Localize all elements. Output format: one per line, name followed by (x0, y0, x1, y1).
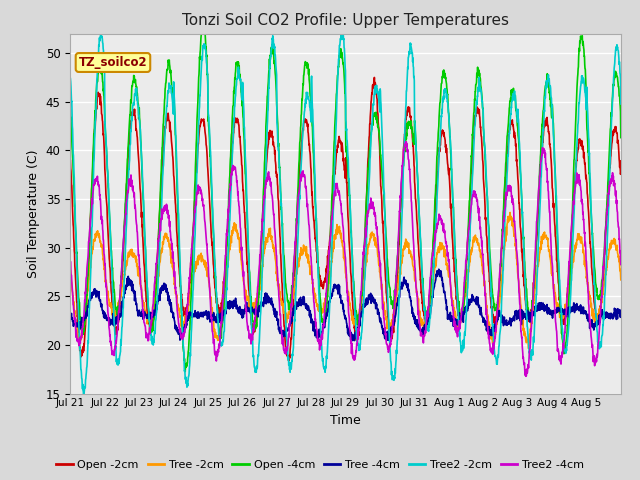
Tree -2cm (319, 309, 327, 315)
Open -4cm (602, 228, 609, 233)
Tree -2cm (602, 271, 609, 277)
Tree2 -2cm (602, 283, 609, 288)
Tree -4cm (67, 314, 74, 320)
Tree2 -2cm (67, 76, 74, 82)
Open -4cm (200, 20, 207, 26)
Tree2 -4cm (67, 259, 74, 264)
Legend: Open -2cm, Tree -2cm, Open -4cm, Tree -4cm, Tree2 -2cm, Tree2 -4cm: Open -2cm, Tree -2cm, Open -4cm, Tree -4… (52, 456, 588, 474)
Open -2cm (285, 358, 292, 364)
Open -2cm (601, 246, 609, 252)
Open -2cm (320, 283, 328, 288)
Tree -2cm (525, 346, 532, 351)
Tree2 -2cm (617, 101, 625, 107)
Tree2 -4cm (617, 262, 625, 267)
Tree2 -4cm (601, 235, 609, 240)
Open -4cm (67, 107, 74, 113)
Tree -4cm (617, 311, 625, 316)
Line: Tree2 -2cm: Tree2 -2cm (70, 34, 621, 396)
Open -4cm (95, 69, 102, 74)
Tree2 -4cm (402, 139, 410, 144)
Line: Tree -2cm: Tree -2cm (70, 213, 621, 348)
Tree2 -2cm (80, 394, 88, 399)
Tree -2cm (500, 251, 508, 256)
Y-axis label: Soil Temperature (C): Soil Temperature (C) (28, 149, 40, 278)
Tree -2cm (67, 268, 74, 274)
Open -2cm (602, 236, 609, 242)
Tree2 -4cm (522, 373, 530, 379)
Open -2cm (371, 74, 378, 80)
Title: Tonzi Soil CO2 Profile: Upper Temperatures: Tonzi Soil CO2 Profile: Upper Temperatur… (182, 13, 509, 28)
Line: Open -2cm: Open -2cm (70, 77, 621, 361)
Tree2 -2cm (601, 289, 609, 295)
Tree -4cm (351, 338, 358, 344)
Open -2cm (500, 197, 508, 203)
Tree2 -4cm (602, 231, 609, 237)
Tree2 -2cm (95, 42, 102, 48)
Tree -4cm (602, 315, 609, 321)
Tree2 -2cm (335, 56, 342, 62)
Tree -4cm (95, 295, 102, 300)
Tree -4cm (435, 266, 443, 272)
Tree2 -2cm (320, 364, 328, 370)
Tree2 -2cm (97, 31, 105, 37)
Open -2cm (335, 139, 342, 144)
Tree -4cm (601, 310, 609, 316)
Tree2 -4cm (334, 190, 342, 195)
Line: Open -4cm: Open -4cm (70, 23, 621, 372)
Tree2 -2cm (500, 235, 508, 241)
Line: Tree -4cm: Tree -4cm (70, 269, 621, 341)
Open -4cm (320, 321, 328, 327)
Open -4cm (617, 135, 625, 141)
Tree -2cm (601, 273, 609, 278)
Tree -2cm (506, 210, 514, 216)
Open -4cm (500, 187, 508, 192)
Open -2cm (67, 157, 74, 163)
Open -4cm (335, 64, 342, 70)
Open -2cm (617, 169, 625, 175)
Open -4cm (181, 369, 189, 374)
Tree -4cm (500, 314, 508, 320)
Tree2 -4cm (500, 212, 508, 218)
Open -2cm (95, 91, 102, 96)
Tree -2cm (334, 225, 342, 230)
Tree -4cm (319, 324, 327, 330)
Tree2 -4cm (95, 182, 102, 188)
Text: TZ_soilco2: TZ_soilco2 (79, 56, 147, 69)
Open -4cm (601, 230, 609, 236)
Line: Tree2 -4cm: Tree2 -4cm (70, 142, 621, 376)
Tree -2cm (95, 233, 102, 239)
X-axis label: Time: Time (330, 414, 361, 427)
Tree2 -4cm (319, 323, 327, 329)
Tree -2cm (617, 277, 625, 283)
Tree -4cm (334, 291, 342, 297)
